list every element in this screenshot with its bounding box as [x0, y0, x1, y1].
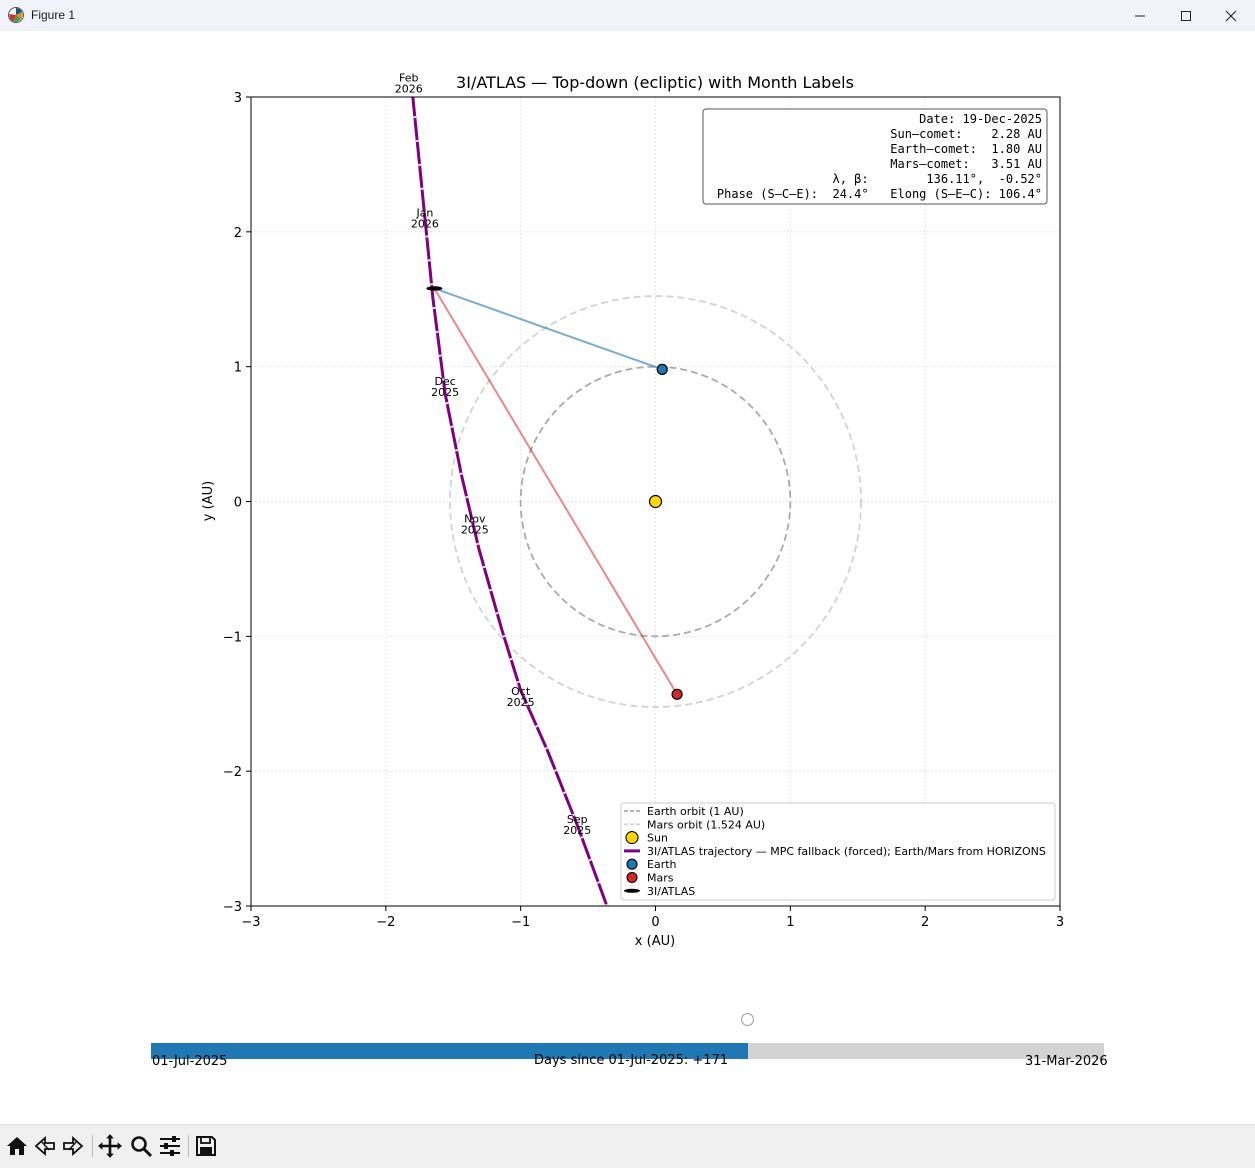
zoom-icon	[131, 1136, 153, 1158]
legend-swatch	[626, 871, 638, 884]
legend-frame	[620, 802, 1056, 901]
close-button[interactable]	[1208, 0, 1254, 31]
toolbar-separator	[188, 1135, 189, 1157]
month-label: Oct 2025	[507, 685, 535, 709]
forward-button[interactable]	[60, 1133, 86, 1159]
trajectory-line	[411, 97, 609, 906]
legend-label: Mars	[647, 872, 674, 885]
x-tick-label: 1	[786, 915, 794, 930]
window-title: Figure 1	[31, 8, 76, 22]
home-button[interactable]	[4, 1133, 30, 1159]
x-tick-label: 2	[921, 915, 929, 930]
month-label: Jan 2026	[411, 206, 439, 230]
home-icon	[7, 1137, 27, 1155]
pan-button[interactable]	[97, 1133, 123, 1159]
earth-marker	[656, 363, 668, 375]
sun-marker	[648, 494, 663, 509]
y-tick-label: 1	[234, 361, 242, 376]
legend-swatch	[625, 831, 639, 845]
date-slider-track[interactable]	[151, 1043, 1104, 1059]
legend-label: Earth orbit (1 AU)	[647, 805, 744, 818]
mars-orbit	[449, 295, 862, 708]
close-icon	[1225, 10, 1237, 21]
info-box-line: Earth–comet: 1.80 AU	[890, 142, 1042, 156]
matplotlib-icon	[8, 7, 24, 23]
zoom-button[interactable]	[128, 1133, 154, 1159]
month-label: Feb 2026	[395, 72, 423, 96]
legend-swatch	[624, 888, 640, 893]
back-button[interactable]	[32, 1133, 58, 1159]
info-box-line: λ, β: 136.11°, -0.52°	[832, 172, 1042, 186]
legend-label: 3I/ATLAS trajectory — MPC fallback (forc…	[647, 845, 1046, 858]
slider-start-label: 01-Jul-2025	[152, 1054, 228, 1069]
slider-value-label: Days since 01-Jul-2025: +171	[534, 1053, 729, 1068]
ticks: −3 −2 −1 0 1 2 3 −3 −2 −1 0 1 2 3	[223, 91, 1064, 930]
mars-marker	[671, 688, 683, 700]
legend-label: Mars orbit (1.524 AU)	[647, 818, 765, 831]
x-tick-label: −1	[511, 915, 530, 930]
orbits	[449, 295, 862, 708]
comet-earth-line	[434, 287, 663, 371]
comet-mars-line	[433, 287, 678, 695]
chart-title: 3I/ATLAS — Top-down (ecliptic) with Mont…	[456, 73, 854, 92]
legend-label: Sun	[647, 832, 668, 845]
maximize-button[interactable]	[1163, 0, 1209, 31]
maximize-icon	[1181, 10, 1191, 21]
configure-icon	[160, 1136, 180, 1156]
y-tick-label: 0	[234, 496, 242, 511]
legend-label: 3I/ATLAS	[647, 885, 695, 898]
info-box-line: Date: 19-Dec-2025	[919, 112, 1042, 126]
x-tick-label: 0	[651, 915, 659, 930]
legend-swatch	[626, 858, 638, 870]
configure-button[interactable]	[157, 1133, 183, 1159]
info-box-line: Sun–comet: 2.28 AU	[890, 127, 1042, 141]
forward-icon	[63, 1135, 84, 1157]
date-slider-fill	[151, 1043, 748, 1059]
trajectory	[411, 97, 609, 906]
bodies	[426, 286, 683, 700]
month-label: Sep 2025	[563, 813, 591, 837]
date-slider-handle[interactable]	[741, 1013, 755, 1026]
earth-orbit	[519, 365, 792, 638]
y-tick-label: 2	[234, 226, 242, 241]
toolbar-separator	[92, 1135, 93, 1157]
x-axis-label: x (AU)	[635, 934, 675, 949]
legend: Earth orbit (1 AU)Mars orbit (1.524 AU)S…	[620, 802, 1056, 901]
save-button[interactable]	[193, 1133, 219, 1159]
x-tick-label: −3	[241, 915, 260, 930]
month-labels: Sep 2025 Oct 2025 Nov 2025 Dec 2025 Jan 2026 Feb 20…	[395, 72, 592, 838]
pan-icon	[98, 1134, 122, 1158]
navigation-toolbar	[0, 1124, 1255, 1168]
minimize-button[interactable]	[1117, 0, 1163, 31]
minimize-icon	[1135, 15, 1145, 16]
y-tick-label: −2	[223, 765, 242, 780]
orbit-chart[interactable]: 3I/ATLAS — Top-down (ecliptic) with Mont…	[0, 31, 1255, 1011]
month-label: Dec 2025	[431, 375, 459, 399]
trajectory-day-markers	[411, 97, 609, 906]
y-tick-label: −3	[223, 900, 242, 915]
month-label: Nov 2025	[461, 512, 489, 536]
info-box-frame	[702, 108, 1048, 205]
title-bar: Figure 1	[0, 0, 1255, 32]
y-axis-label: y (AU)	[201, 481, 216, 521]
save-icon	[196, 1136, 216, 1156]
y-tick-label: 3	[234, 91, 242, 106]
x-tick-label: 3	[1056, 915, 1064, 930]
info-box-line: Phase (S–C–E): 24.4° Elong (S–E–C): 106.…	[717, 187, 1042, 201]
x-tick-label: −2	[376, 915, 395, 930]
slider-end-label: 31-Mar-2026	[1025, 1054, 1108, 1069]
legend-label: Earth	[647, 858, 677, 871]
y-tick-label: −1	[223, 630, 242, 645]
back-icon	[34, 1135, 55, 1157]
comet-marker	[426, 286, 443, 291]
figure-canvas[interactable]: 3I/ATLAS — Top-down (ecliptic) with Mont…	[0, 31, 1255, 1124]
sightlines	[433, 287, 678, 695]
info-box-line: Mars–comet: 3.51 AU	[890, 157, 1042, 171]
